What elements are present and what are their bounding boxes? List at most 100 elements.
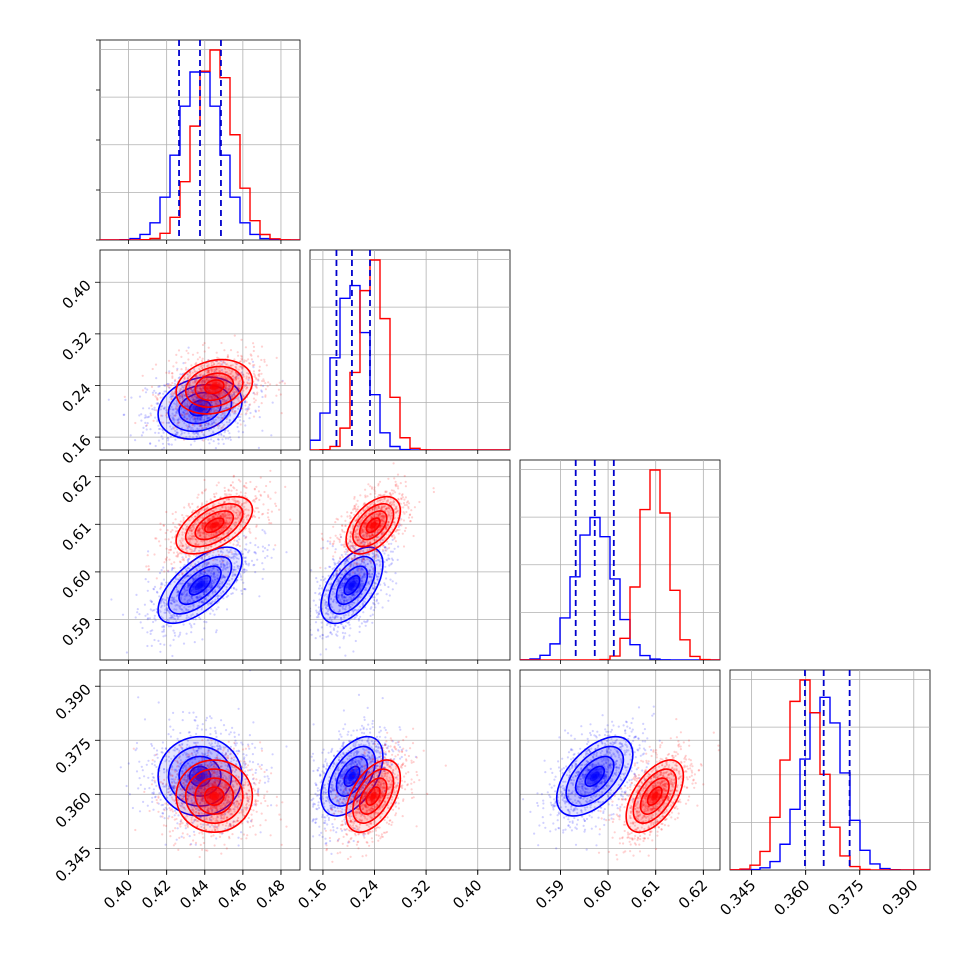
scatter-point xyxy=(249,362,252,365)
scatter-point xyxy=(169,545,172,548)
scatter-point xyxy=(223,361,226,364)
scatter-point xyxy=(362,558,365,561)
scatter-point xyxy=(345,577,348,581)
scatter-point xyxy=(188,385,191,388)
scatter-point xyxy=(269,497,272,500)
scatter-point xyxy=(227,498,230,501)
scatter-point xyxy=(188,423,191,426)
scatter-point xyxy=(165,409,168,412)
scatter-point xyxy=(193,550,196,553)
scatter-point xyxy=(210,545,213,549)
scatter-point xyxy=(169,435,172,438)
scatter-point xyxy=(218,530,221,533)
scatter-point xyxy=(326,603,329,607)
scatter-point xyxy=(352,564,355,567)
scatter-point xyxy=(240,523,243,526)
scatter-point xyxy=(202,394,205,397)
scatter-point xyxy=(203,521,206,525)
scatter-point xyxy=(146,589,149,592)
scatter-point xyxy=(228,514,231,517)
scatter-point xyxy=(200,608,203,611)
scatter-point xyxy=(229,556,232,559)
scatter-point xyxy=(179,596,183,599)
scatter-point xyxy=(205,386,208,390)
scatter-point xyxy=(196,390,199,393)
scatter-point xyxy=(228,562,231,565)
scatter-point xyxy=(179,412,182,416)
scatter-point xyxy=(330,598,333,601)
scatter-point xyxy=(213,362,216,365)
scatter-point xyxy=(343,599,346,602)
scatter-point xyxy=(219,369,222,372)
scatter-point xyxy=(234,371,238,374)
scatter-point xyxy=(358,625,361,628)
scatter-point xyxy=(215,402,218,405)
scatter-point xyxy=(185,594,188,597)
scatter-point xyxy=(172,451,174,453)
scatter-point xyxy=(371,556,374,559)
scatter-point xyxy=(329,578,332,581)
scatter-point xyxy=(355,609,358,612)
scatter-point xyxy=(201,600,204,604)
scatter-point xyxy=(235,362,238,365)
scatter-point xyxy=(207,417,210,420)
scatter-point xyxy=(249,411,252,415)
scatter-point xyxy=(214,368,217,371)
scatter-point xyxy=(205,561,208,564)
scatter-point xyxy=(154,391,157,394)
scatter-point xyxy=(320,587,323,590)
scatter-point xyxy=(201,527,205,531)
scatter-point xyxy=(342,625,345,628)
scatter-point xyxy=(206,393,209,396)
scatter-point xyxy=(181,533,184,536)
scatter-point xyxy=(346,559,349,562)
scatter-point xyxy=(189,388,192,391)
scatter-point xyxy=(193,380,196,383)
scatter-point xyxy=(176,367,179,370)
scatter-point xyxy=(249,480,252,484)
scatter-point xyxy=(343,596,346,599)
scatter-point xyxy=(225,517,228,520)
scatter-point xyxy=(194,618,197,621)
scatter-point xyxy=(207,438,210,441)
scatter-point xyxy=(233,531,237,535)
scatter-point xyxy=(325,601,328,604)
scatter-point xyxy=(243,508,246,511)
scatter-point xyxy=(190,530,193,533)
scatter-point xyxy=(239,360,243,363)
scatter-point xyxy=(345,596,348,599)
scatter-point xyxy=(167,620,170,623)
scatter-point xyxy=(243,484,246,487)
scatter-point xyxy=(245,508,248,511)
scatter-point xyxy=(317,612,321,615)
scatter-point xyxy=(275,394,278,397)
scatter-point xyxy=(175,591,178,594)
scatter-point xyxy=(344,553,347,556)
scatter-point xyxy=(215,631,218,634)
scatter-point xyxy=(143,603,146,606)
scatter-point xyxy=(180,395,184,399)
scatter-point xyxy=(226,511,230,514)
scatter-point xyxy=(162,578,166,581)
scatter-point xyxy=(151,609,154,612)
scatter-point xyxy=(203,535,206,538)
scatter-point xyxy=(221,554,224,557)
density-cell xyxy=(349,582,355,588)
scatter-point xyxy=(157,431,160,435)
scatter-point xyxy=(348,572,351,575)
scatter-point xyxy=(185,609,188,612)
scatter-point xyxy=(342,614,345,617)
scatter-point xyxy=(216,400,219,403)
scatter-point xyxy=(262,568,265,571)
scatter-point xyxy=(264,556,267,559)
scatter-point xyxy=(346,511,349,514)
scatter-point xyxy=(215,381,218,384)
scatter-point xyxy=(267,495,270,499)
scatter-point xyxy=(206,397,209,400)
scatter-point xyxy=(238,514,241,517)
scatter-point xyxy=(220,520,223,523)
scatter-point xyxy=(205,414,208,417)
scatter-point xyxy=(161,617,164,620)
scatter-point xyxy=(344,654,347,657)
scatter-point xyxy=(378,551,381,554)
